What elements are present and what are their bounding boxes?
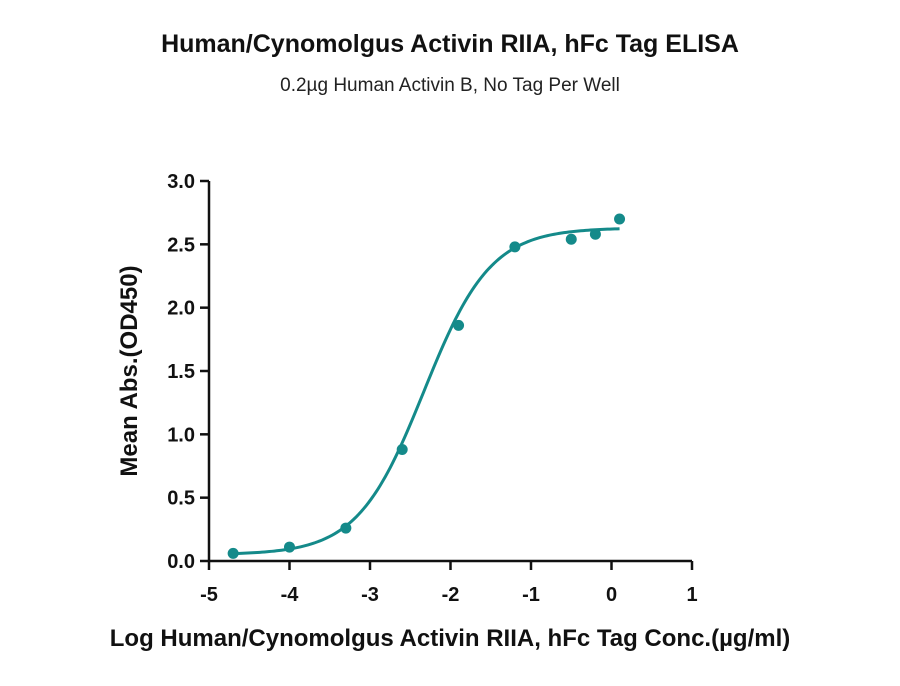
x-tick-label: -1 <box>522 584 540 606</box>
fit-curve <box>233 227 620 556</box>
x-axis-title: Log Human/Cynomolgus Activin RIIA, hFc T… <box>110 625 791 652</box>
data-point <box>227 547 239 559</box>
y-tick-label: 0.5 <box>167 488 195 510</box>
y-tick-label: 1.0 <box>167 424 195 446</box>
data-point <box>340 522 352 534</box>
y-tick-label: 2.5 <box>167 234 195 256</box>
data-point <box>565 233 577 245</box>
x-tick-label: 1 <box>686 584 697 606</box>
data-point <box>396 444 408 456</box>
y-tick-label: 0.0 <box>167 551 195 573</box>
y-tick-label: 1.5 <box>167 361 195 383</box>
x-tick-label: -2 <box>442 584 460 606</box>
x-tick-label: -4 <box>281 584 300 606</box>
x-tick-label: -5 <box>200 584 218 606</box>
data-point <box>284 541 295 553</box>
y-tick-label: 3.0 <box>167 171 195 193</box>
x-tick-label: 0 <box>606 584 617 606</box>
y-tick-label: 2.0 <box>167 298 195 320</box>
data-point <box>589 228 601 240</box>
y-axis-title: Mean Abs.(OD450) <box>116 265 143 476</box>
data-point <box>453 319 465 331</box>
chart-title: Human/Cynomolgus Activin RIIA, hFc Tag E… <box>161 30 739 58</box>
chart-subtitle: 0.2µg Human Activin B, No Tag Per Well <box>280 75 620 96</box>
data-point <box>509 241 521 253</box>
data-point <box>614 213 626 225</box>
x-tick-label: -3 <box>361 584 379 606</box>
